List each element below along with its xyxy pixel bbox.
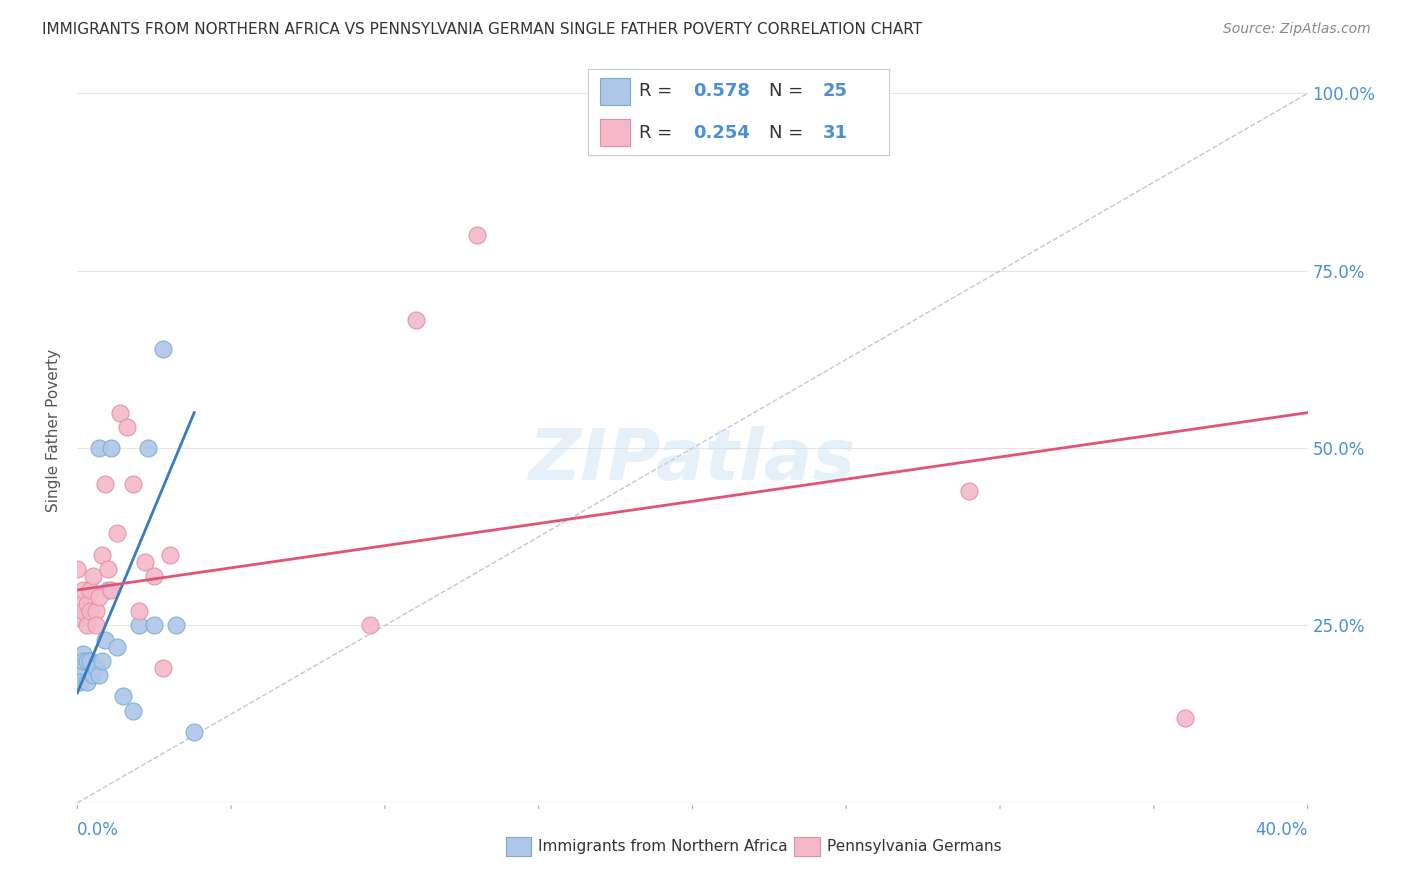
Text: ZIPatlas: ZIPatlas [529,425,856,495]
Point [87,668,110,682]
Point [105,640,128,654]
Point [100,441,122,455]
Point [94,632,117,647]
Point [359,618,381,632]
Point [183,724,205,739]
Point [105,526,128,541]
Text: 0.0%: 0.0% [77,822,120,839]
Point [76,597,98,611]
Point [134,555,156,569]
Point [152,342,174,356]
Point [72,647,94,661]
Point [165,618,187,632]
Point [76,654,98,668]
Point [84,661,107,675]
Text: Immigrants from Northern Africa: Immigrants from Northern Africa [538,839,789,854]
Point [90,548,114,562]
Point [128,618,150,632]
Point [76,618,98,632]
Point [115,420,138,434]
Point [97,582,120,597]
Y-axis label: Single Father Poverty: Single Father Poverty [46,349,62,512]
Point [100,582,122,597]
Point [82,668,104,682]
Point [143,569,166,583]
Point [66,562,89,576]
Point [90,654,114,668]
Point [97,562,120,576]
Point [84,618,107,632]
Point [112,690,135,704]
Point [143,618,166,632]
Point [69,611,91,625]
Point [79,582,101,597]
Text: 40.0%: 40.0% [1256,822,1308,839]
Point [84,604,107,618]
Point [152,661,174,675]
Point [121,704,143,718]
Point [79,654,101,668]
Point [69,597,91,611]
Text: Pennsylvania Germans: Pennsylvania Germans [827,839,1001,854]
Point [110,406,132,420]
Point [72,582,94,597]
Point [76,675,98,690]
Point [465,228,488,243]
Text: IMMIGRANTS FROM NORTHERN AFRICA VS PENNSYLVANIA GERMAN SINGLE FATHER POVERTY COR: IMMIGRANTS FROM NORTHERN AFRICA VS PENNS… [42,22,922,37]
Point [957,483,980,498]
Point [87,441,110,455]
Point [159,548,181,562]
Point [72,604,94,618]
Point [121,476,143,491]
Point [94,476,117,491]
Point [405,313,427,327]
Point [79,604,101,618]
Point [1174,711,1197,725]
Point [69,661,91,675]
Point [87,590,110,604]
Point [66,675,89,690]
Point [72,654,94,668]
Point [128,604,150,618]
Point [136,441,159,455]
Text: Source: ZipAtlas.com: Source: ZipAtlas.com [1223,22,1371,37]
Point [69,675,91,690]
Point [82,569,104,583]
